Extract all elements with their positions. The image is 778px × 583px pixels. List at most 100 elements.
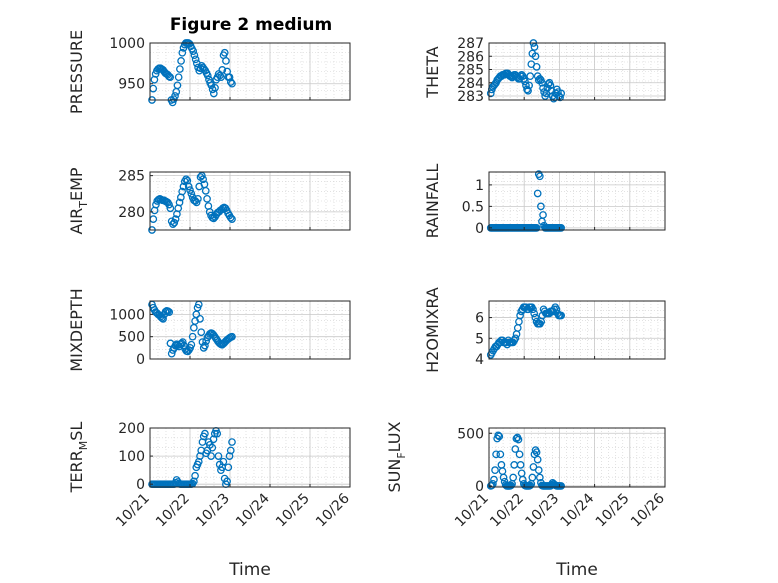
data-point — [517, 70, 526, 79]
data-point — [530, 309, 539, 318]
data-point — [218, 66, 227, 74]
y-axis-label: PRESSURE — [67, 30, 86, 114]
data-point — [499, 473, 508, 482]
data-point — [211, 83, 219, 92]
axes-box — [149, 300, 351, 360]
axes-box — [149, 427, 351, 488]
data-point — [178, 338, 187, 346]
data-point — [224, 463, 233, 472]
subplot-4: 0 0.5 1 RAINFALL — [423, 164, 666, 239]
subplot-5: 0 500 1000 MIXDEPTH — [67, 288, 351, 372]
data-point — [537, 202, 545, 211]
y-tick-label: 283 — [457, 89, 484, 105]
data-point — [486, 89, 495, 98]
data-point — [516, 461, 525, 469]
data-point — [166, 204, 175, 213]
y-axis-label: THETA — [423, 46, 442, 98]
data-point — [530, 43, 539, 51]
y-tick-label: 100 — [118, 449, 145, 465]
y-axis-label: RAINFALL — [423, 164, 442, 239]
data-point — [491, 466, 499, 474]
data-point — [186, 186, 194, 194]
data-point — [163, 70, 172, 79]
y-tick-label: 284 — [457, 76, 484, 92]
x-tick-label: 10/24 — [233, 490, 273, 530]
data-point — [515, 450, 524, 459]
data-point — [165, 308, 174, 316]
data-point — [535, 473, 544, 482]
data-point — [496, 450, 505, 459]
y-tick-label: 6 — [475, 311, 484, 327]
y-tick-label: 285 — [457, 63, 484, 79]
data-point — [226, 446, 235, 455]
data-point — [184, 182, 193, 191]
data-point — [534, 466, 543, 474]
x-tick-label: 10/21 — [452, 491, 492, 531]
y-tick-label: 1000 — [109, 36, 145, 52]
data-point — [201, 341, 209, 350]
data-point — [228, 79, 236, 88]
data-point — [214, 452, 223, 460]
data-point — [201, 187, 210, 195]
data-point — [207, 452, 215, 460]
y-axis-label: TERRMSL — [67, 422, 90, 494]
data-point — [528, 473, 537, 482]
data-point — [187, 189, 196, 198]
x-tick-label: 10/23 — [522, 491, 562, 531]
data-point — [225, 73, 234, 82]
data-point — [514, 435, 523, 444]
y-tick-label: 1000 — [109, 307, 145, 323]
data-point — [494, 431, 503, 440]
x-tick-label: 10/23 — [193, 491, 233, 531]
data-point — [213, 429, 222, 438]
data-point — [507, 481, 515, 490]
y-tick-label: 0 — [136, 477, 145, 493]
x-tick-label: 10/25 — [593, 491, 633, 531]
data-point — [164, 307, 172, 316]
x-tick-label: 10/21 — [113, 491, 153, 531]
y-tick-label: 5 — [475, 331, 484, 347]
y-tick-label: 500 — [118, 330, 145, 346]
x-tick-label: 10/22 — [487, 491, 527, 531]
data-point — [197, 328, 206, 337]
data-point — [191, 55, 200, 64]
y-tick-label: 500 — [457, 426, 484, 442]
data-point — [219, 457, 228, 466]
y-tick-label: 0 — [475, 221, 484, 237]
axes-box — [149, 171, 351, 231]
data-point — [526, 481, 535, 490]
y-tick-label: 280 — [118, 205, 145, 221]
data-point — [523, 85, 531, 94]
data-point — [178, 48, 187, 57]
data-point — [511, 334, 520, 343]
data-point — [557, 311, 566, 320]
data-point — [220, 48, 229, 57]
data-point — [539, 211, 547, 219]
subplot-3: 280 285 AIRTEMP — [67, 167, 351, 235]
x-tick-label: 10/26 — [313, 490, 353, 530]
x-tick-label: 10/22 — [153, 491, 193, 531]
y-tick-label: 0.5 — [462, 199, 484, 215]
y-tick-label: 950 — [118, 77, 145, 93]
data-point — [226, 213, 235, 222]
data-point — [192, 198, 201, 207]
data-point — [200, 65, 208, 73]
data-point — [490, 475, 498, 484]
data-point — [201, 429, 209, 438]
data-point — [557, 89, 566, 98]
axes-box — [488, 42, 666, 101]
data-point — [177, 57, 185, 65]
data-point — [190, 51, 199, 60]
data-point — [171, 92, 179, 100]
y-tick-label: 1 — [475, 178, 484, 194]
x-tick-label: 10/24 — [558, 490, 598, 530]
data-point — [533, 189, 542, 198]
y-axis-label: MIXDEPTH — [67, 288, 86, 371]
y-tick-label: 4 — [475, 352, 484, 368]
x-tick-label: 10/26 — [628, 490, 668, 530]
data-point — [217, 73, 225, 82]
data-point — [526, 72, 535, 80]
data-point — [533, 455, 542, 464]
